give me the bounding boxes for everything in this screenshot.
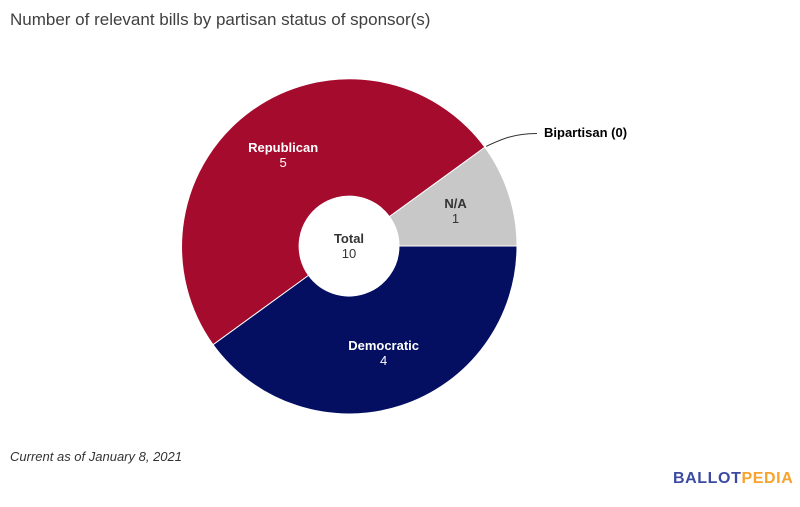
- logo-text-ballot: BALLOT: [673, 470, 742, 487]
- footnote: Current as of January 8, 2021: [10, 449, 182, 464]
- donut-slices: [181, 78, 518, 415]
- slice-name: Republican: [248, 140, 319, 156]
- total-value: 10: [341, 246, 357, 261]
- slice-name: N/A: [444, 196, 467, 212]
- pie-slice-democratic: [212, 245, 518, 415]
- logo-text-pedia: PEDIA: [741, 470, 794, 487]
- chart-title: Number of relevant bills by partisan sta…: [10, 10, 431, 29]
- total-label: Total: [333, 231, 365, 246]
- bipartisan-leader-line: [485, 132, 538, 147]
- slice-value: 5: [279, 155, 287, 171]
- pie-slice-republican: [181, 78, 486, 346]
- ballotpedia-logo: BALLOTPEDIA: [673, 470, 793, 488]
- slice-name: Democratic: [348, 337, 420, 353]
- slice-value: 1: [451, 211, 460, 227]
- donut-center-total: Total 10: [334, 231, 364, 261]
- slice-value: 4: [379, 352, 388, 368]
- slice-label-democratic: Democratic 4: [348, 338, 419, 368]
- bipartisan-callout-label: Bipartisan (0): [544, 125, 628, 140]
- slice-label-na: N/A 1: [444, 196, 466, 226]
- slice-label-republican: Republican 5: [248, 140, 318, 170]
